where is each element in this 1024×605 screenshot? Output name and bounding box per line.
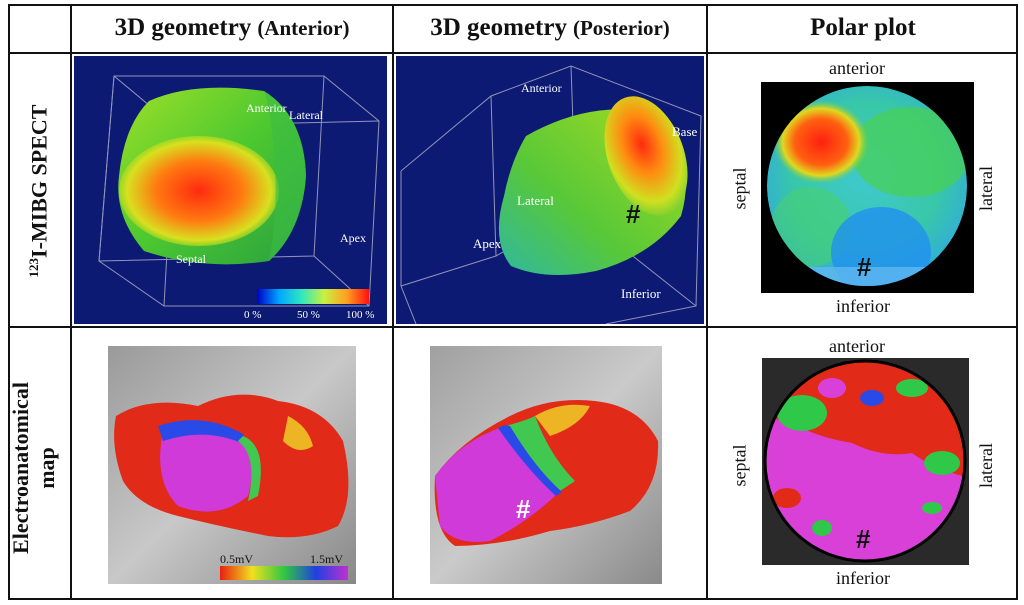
header-posterior: 3D geometry (Posterior) [394, 6, 706, 50]
low-voltage-region [160, 424, 252, 512]
colorbar-max-label: 100 % [346, 309, 374, 321]
eam-colorbar-max: 1.5mV [310, 552, 343, 566]
header-anterior-sub: (Anterior) [257, 15, 350, 40]
label-septal: Septal [176, 252, 207, 266]
eam-colorbar [220, 566, 348, 580]
eam-anterior-panel: 0.5mV 1.5mV [108, 346, 356, 584]
spect-anterior-panel: Anterior Lateral Septal Apex 0 % 50 % 10… [74, 56, 387, 324]
label-base: Base [672, 124, 698, 139]
border-zone-yellow [283, 416, 313, 450]
hash-marker-polar-eam: # [856, 524, 871, 554]
polar-eam-inferior: inferior [836, 568, 890, 588]
colorbar-min-label: 0 % [244, 309, 261, 321]
hash-marker-spect-posterior: # [626, 199, 641, 229]
hash-marker-polar-spect: # [857, 252, 872, 282]
row-divider-1 [8, 52, 1018, 54]
polar-plot-eam: # [762, 358, 969, 565]
polar-spect-inferior: inferior [836, 296, 890, 316]
colorbar-mid-label: 50 % [297, 309, 320, 321]
header-polar-main: Polar plot [810, 14, 916, 41]
polar-eam-septal: septal [729, 444, 750, 487]
label-apex: Apex [340, 231, 366, 245]
apex-shading [264, 91, 306, 261]
label-lateral: Lateral [289, 108, 324, 122]
border-zone-green-posterior [505, 416, 575, 491]
label-anterior: Anterior [246, 101, 287, 115]
border-zone-blue-posterior [498, 425, 562, 496]
label-inferior-post: Inferior [621, 286, 661, 301]
row-label-eam-line1: Electroanatomical [8, 382, 33, 554]
polar-spect-septal: septal [729, 167, 750, 210]
header-anterior-main: 3D geometry [114, 14, 252, 41]
header-posterior-sub: (Posterior) [572, 15, 670, 40]
high-uptake-region [119, 136, 279, 246]
polar-eam-anterior: anterior [829, 336, 885, 356]
spect-posterior-panel: Anterior Base Lateral Apex Inferior # [396, 56, 704, 324]
col-divider-1 [70, 4, 72, 600]
polar-spect-lateral: lateral [975, 166, 996, 211]
row-label-eam-line2: map [34, 447, 59, 489]
col-divider-2 [392, 4, 394, 600]
row-label-spect-sup: 123 [26, 257, 41, 278]
header-polar: Polar plot [708, 6, 1018, 50]
border-zone-green [238, 436, 261, 501]
hash-marker-eam-posterior: # [516, 494, 531, 524]
row-label-spect: 123I-MIBG SPECT [21, 61, 51, 321]
polar-eam-rim [763, 359, 967, 563]
border-zone-yellow-posterior [535, 404, 590, 436]
eam-colorbar-min: 0.5mV [220, 552, 253, 566]
row-label-spect-text: I-MIBG SPECT [26, 104, 52, 258]
header-posterior-main: 3D geometry [430, 14, 567, 41]
row-divider-2 [8, 326, 1018, 328]
base-opening [604, 96, 688, 216]
spect-colorbar [257, 289, 369, 304]
polar-eam-lateral: lateral [975, 443, 996, 488]
polar-plot-spect: # [761, 82, 974, 293]
header-anterior: 3D geometry (Anterior) [72, 6, 392, 50]
eam-posterior-panel: # [430, 346, 662, 584]
label-anterior-post: Anterior [521, 81, 562, 95]
row-label-eam: Electroanatomical map [8, 333, 62, 603]
figure-table [8, 4, 1018, 600]
label-lateral-post: Lateral [517, 193, 554, 208]
polar-spect-anterior: anterior [829, 58, 885, 78]
low-voltage-region-posterior [435, 426, 560, 542]
col-divider-3 [706, 4, 708, 600]
label-apex-post: Apex [473, 236, 502, 251]
border-zone-blue [158, 420, 248, 446]
